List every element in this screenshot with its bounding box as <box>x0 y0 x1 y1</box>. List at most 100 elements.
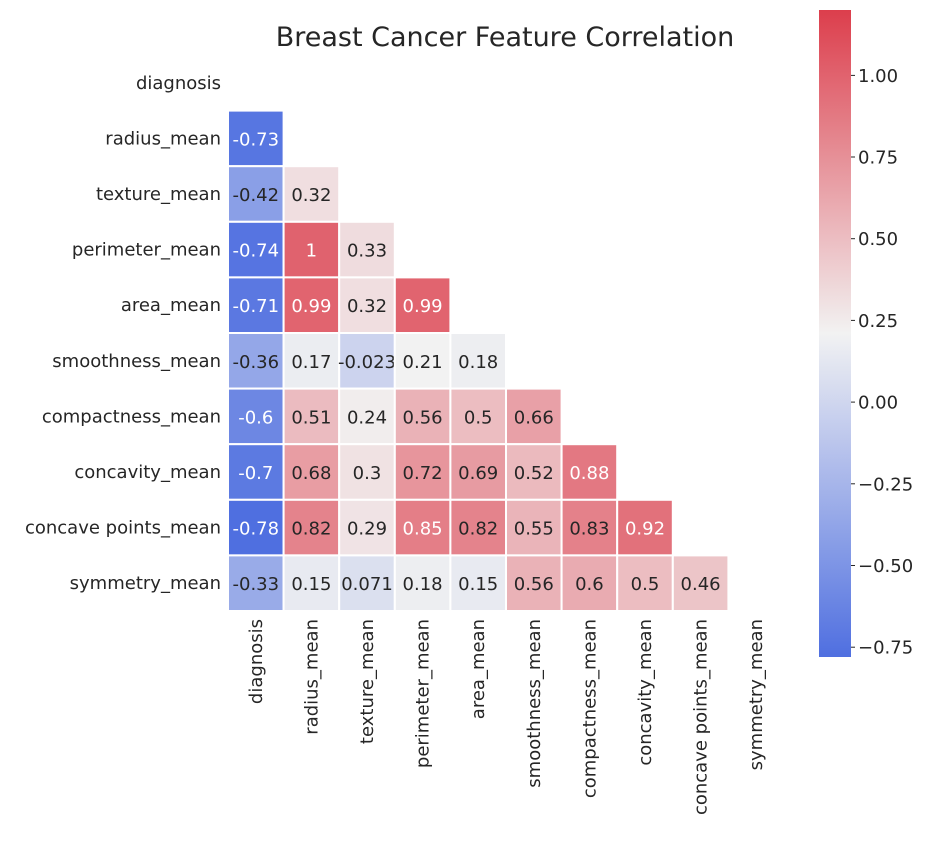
cell-value-label: 0.99 <box>403 296 443 317</box>
heatmap-cell <box>505 554 563 613</box>
cell-value-label: -0.7 <box>238 463 273 484</box>
cell-value-label: -0.73 <box>233 129 280 150</box>
cell-value-label: 0.99 <box>291 296 331 317</box>
colorbar-tick-label: 0.50 <box>858 229 898 250</box>
cell-value-label: 0.92 <box>625 519 665 540</box>
cell-value-label: -0.6 <box>238 407 273 428</box>
colorbar-tick-label: −0.75 <box>858 638 913 659</box>
colorbar-tick-label: −0.50 <box>858 556 913 577</box>
row-label: diagnosis <box>136 73 221 94</box>
cell-value-label: 0.69 <box>458 463 498 484</box>
column-label: texture_mean <box>357 619 378 744</box>
heatmap-cell <box>393 276 452 334</box>
row-label: concavity_mean <box>74 462 221 483</box>
cell-value-label: -0.71 <box>233 296 280 317</box>
cell-value-label: 0.85 <box>403 519 443 540</box>
heatmap-cell <box>393 554 452 613</box>
cell-value-label: 0.52 <box>514 463 554 484</box>
cell-value-label: 0.72 <box>403 463 443 484</box>
cell-value-label: -0.42 <box>233 185 280 206</box>
colorbar-tick-label: 1.00 <box>858 66 898 87</box>
heatmap-cells: -0.73 -0.42 0.32 -0.74 1 0.33 -0.71 0.99 0.32 0.9… <box>227 109 730 613</box>
cell-value-label: 0.55 <box>514 519 554 540</box>
row-label: compactness_mean <box>42 406 221 427</box>
cell-value-label: 0.071 <box>341 574 393 595</box>
cell-value-label: 0.18 <box>458 352 498 373</box>
row-label: smoothness_mean <box>52 351 221 372</box>
cell-value-label: 0.17 <box>291 352 331 373</box>
heatmap-cell <box>616 498 674 557</box>
cell-value-label: 0.88 <box>569 463 609 484</box>
row-label: concave points_mean <box>25 518 221 539</box>
cell-value-label: -0.78 <box>233 519 280 540</box>
cell-value-label: 0.82 <box>291 519 331 540</box>
column-label: concavity_mean <box>635 619 656 766</box>
heatmap-cell <box>282 332 341 390</box>
cell-value-label: 0.46 <box>681 574 721 595</box>
cell-value-label: 0.32 <box>291 185 331 206</box>
colorbar-tick-label: 0.00 <box>858 393 898 414</box>
cell-value-label: 0.29 <box>347 519 387 540</box>
cell-value-label: -0.33 <box>233 574 280 595</box>
cell-value-label: 0.21 <box>403 352 443 373</box>
heatmap-cell <box>393 332 452 390</box>
colorbar-tick-label: 0.25 <box>858 311 898 332</box>
column-label: symmetry_mean <box>746 619 767 770</box>
column-label: diagnosis <box>246 619 267 704</box>
heatmap-cell <box>282 443 341 501</box>
heatmap-cell <box>505 443 563 501</box>
heatmap-cell <box>505 387 563 446</box>
cell-value-label: -0.023 <box>338 352 396 373</box>
cell-value-label: 0.56 <box>403 407 443 428</box>
heatmap-cell <box>449 387 507 446</box>
cell-value-label: 0.15 <box>458 574 498 595</box>
row-label: texture_mean <box>96 184 221 205</box>
column-label: perimeter_mean <box>413 619 434 768</box>
cell-value-label: 0.18 <box>403 574 443 595</box>
column-label: concave points_mean <box>691 619 712 815</box>
colorbar-tick-label: 0.75 <box>858 148 898 169</box>
chart-title: Breast Cancer Feature Correlation <box>276 22 735 53</box>
cell-value-label: 0.15 <box>291 574 331 595</box>
row-labels: diagnosis radius_mean texture_mean perimete… <box>25 73 221 594</box>
heatmap-cell <box>282 387 341 446</box>
row-label: perimeter_mean <box>72 240 221 261</box>
heatmap-cell <box>282 276 341 334</box>
column-label: radius_mean <box>301 619 322 735</box>
cell-value-label: 0.32 <box>347 296 387 317</box>
cell-value-label: 0.5 <box>464 407 493 428</box>
cell-value-label: 0.56 <box>514 574 554 595</box>
colorbar <box>819 10 851 657</box>
cell-value-label: 1 <box>306 241 317 262</box>
heatmap-cell <box>227 109 285 168</box>
heatmap-cell <box>338 498 396 557</box>
cell-value-label: 0.3 <box>353 463 382 484</box>
cell-value-label: 0.83 <box>569 519 609 540</box>
heatmap-cell <box>338 220 396 279</box>
column-labels: diagnosis radius_mean texture_mean perimete… <box>246 619 767 815</box>
heatmap-cell <box>227 443 285 501</box>
heatmap-cell <box>393 387 452 446</box>
colorbar-ticks: 1.00 0.75 0.50 0.25 0.00 −0.25 −0.50 −0.75 <box>851 66 913 659</box>
cell-value-label: 0.82 <box>458 519 498 540</box>
heatmap-cell <box>227 554 285 613</box>
colorbar-tick-label: −0.25 <box>858 474 913 495</box>
cell-value-label: 0.5 <box>631 574 660 595</box>
column-label: area_mean <box>468 619 489 719</box>
heatmap-cell <box>449 554 507 613</box>
cell-value-label: -0.36 <box>233 352 280 373</box>
heatmap-cell <box>227 498 285 557</box>
cell-value-label: 0.51 <box>291 407 331 428</box>
row-label: area_mean <box>121 295 221 316</box>
cell-value-label: 0.6 <box>575 574 604 595</box>
cell-value-label: 0.33 <box>347 241 387 262</box>
heatmap-cell <box>282 554 341 613</box>
heatmap-cell <box>227 387 285 446</box>
heatmap-cell <box>671 554 730 613</box>
cell-value-label: -0.74 <box>233 241 280 262</box>
row-label: radius_mean <box>105 128 221 149</box>
cell-value-label: 0.66 <box>514 407 554 428</box>
cell-value-label: 0.68 <box>291 463 331 484</box>
column-label: smoothness_mean <box>524 619 545 788</box>
